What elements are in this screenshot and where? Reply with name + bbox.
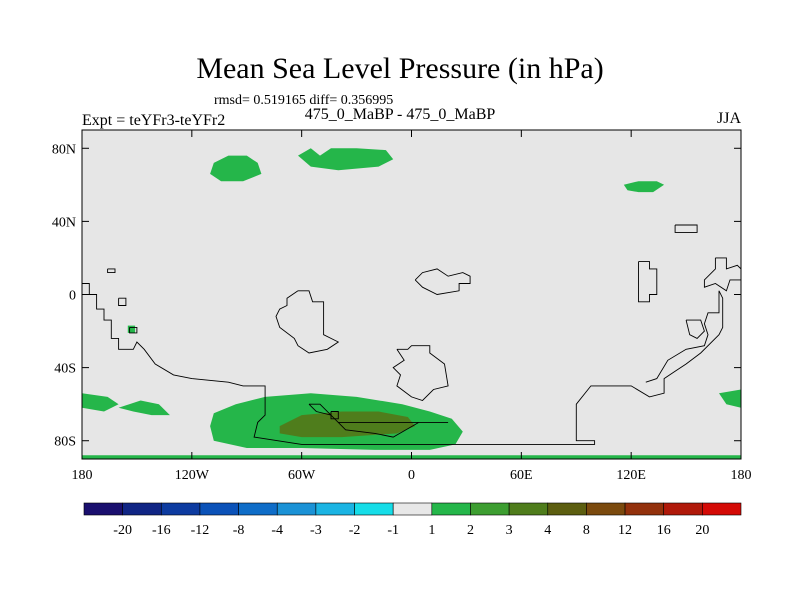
colorbar-label: -8 (233, 523, 245, 538)
coastline-segment (703, 257, 741, 292)
colorbar: -20 -16 -12 -8 -4 -3 -2 -1 1 2 3 4 8 12 16 20 (83, 502, 742, 538)
colorbar-swatch (392, 502, 433, 516)
colorbar-label: -12 (191, 523, 210, 538)
coastline-segment (638, 261, 658, 303)
coastline-segment (118, 297, 127, 306)
colorbar-label: -2 (349, 523, 361, 538)
colorbar-swatch (199, 502, 239, 516)
contour-region-southern-ocean-core (279, 411, 416, 438)
colorbar-swatch (431, 502, 471, 516)
colorbar-label: -4 (271, 523, 283, 538)
contour-region-east-edge-patch (719, 389, 741, 408)
colorbar-swatch (624, 502, 665, 516)
colorbar-swatch (160, 502, 201, 516)
contour-fills (82, 148, 741, 459)
x-tick-label: 60W (288, 468, 316, 483)
contour-region-south-pacific-wave (118, 400, 170, 416)
colorbar-label: -1 (387, 523, 399, 538)
colorbar-label: 2 (467, 523, 474, 538)
coastline-segment (674, 224, 698, 233)
coastline-segment (308, 403, 449, 438)
y-tick-label: 80S (54, 435, 76, 450)
colorbar-label: 12 (618, 523, 632, 538)
colorbar-swatch (586, 502, 626, 516)
y-tick-label: 80N (52, 142, 76, 157)
coastline-segment (392, 345, 449, 402)
colorbar-swatch (315, 502, 355, 516)
x-tick-label: 0 (408, 468, 415, 483)
colorbar-swatch (663, 502, 703, 516)
colorbar-label: -16 (152, 523, 171, 538)
colorbar-label: -20 (113, 523, 132, 538)
colorbar-swatch (508, 502, 549, 516)
experiment-label: Expt = teYFr3-teYFr2 (82, 112, 226, 129)
y-tick-label: 40S (54, 362, 76, 377)
contour-region-arctic-band (298, 148, 394, 171)
contour-region-north-atlantic-low (210, 155, 262, 182)
x-tick-label: 120W (175, 468, 210, 483)
colorbar-swatch (354, 502, 394, 516)
season-label: JJA (716, 110, 741, 127)
colorbar-label: -3 (310, 523, 322, 538)
coastline-segment (275, 290, 340, 354)
coastline-segment (82, 283, 724, 445)
colorbar-swatch (276, 502, 317, 516)
colorbar-swatch (470, 502, 510, 516)
colorbar-swatch (83, 502, 123, 516)
x-axis: 180 120W 60W 0 60E 120E 180 (72, 130, 752, 483)
contour-region-south-pacific-west (82, 393, 119, 412)
contour-region-equatorial-speck (127, 325, 136, 333)
x-tick-label: 120E (616, 468, 646, 483)
coastline-segment (129, 326, 138, 334)
x-tick-label: 60E (510, 468, 533, 483)
colorbar-label: 8 (583, 523, 590, 538)
colorbar-label: 1 (428, 523, 435, 538)
chart-title: Mean Sea Level Pressure (in hPa) (196, 52, 604, 85)
center-label: 475_0_MaBP - 475_0_MaBP (304, 106, 496, 123)
colorbar-label: 3 (506, 523, 513, 538)
y-tick-label: 0 (69, 289, 76, 304)
colorbar-label: 4 (544, 523, 551, 538)
stats-label: rmsd= 0.519165 diff= 0.356995 (214, 93, 394, 108)
x-tick-label: 180 (731, 468, 752, 483)
colorbar-swatch (122, 502, 162, 516)
y-tick-label: 40N (52, 215, 76, 230)
coastline-segment (107, 268, 116, 274)
colorbar-label: 20 (695, 523, 709, 538)
contour-region-north-pacific-patch (623, 181, 665, 193)
coastline-segment (414, 268, 471, 295)
colorbar-swatch (238, 502, 278, 516)
colorbar-swatch (547, 502, 587, 516)
coastlines (82, 224, 741, 445)
colorbar-label: 16 (657, 523, 671, 538)
colorbar-swatch (702, 502, 742, 516)
x-tick-label: 180 (72, 468, 93, 483)
coastline-segment (685, 319, 705, 339)
coastline-segment (330, 411, 339, 420)
y-axis: 80N 40N 0 40S 80S (52, 142, 741, 450)
